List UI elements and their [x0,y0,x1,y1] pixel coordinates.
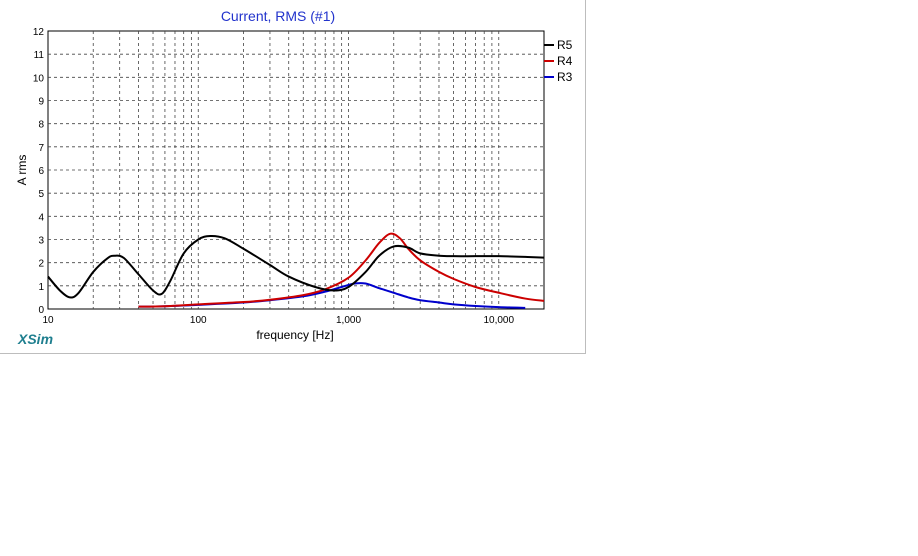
y-tick-label: 8 [38,120,44,131]
chart-panel: Current, RMS (#1) 0 1 2 3 4 5 6 7 8 9 10 11 12 10 100 1… [0,0,586,354]
x-tick-label: 10 [42,315,54,326]
x-tick-label: 10,000 [483,315,514,326]
x-axis-label: frequency [Hz] [256,328,333,342]
x-tick-label: 100 [190,315,207,326]
y-tick-label: 9 [38,97,44,108]
y-tick-label: 11 [34,50,45,61]
y-tick-label: 4 [38,212,44,223]
x-tick-label: 1,000 [336,315,361,326]
chart-title: Current, RMS (#1) [221,8,335,24]
y-tick-label: 6 [38,166,44,177]
y-tick-label: 5 [38,189,44,200]
xsim-brand-logo: XSim [18,331,54,347]
y-tick-label: 3 [38,236,44,247]
legend-label-r5: R5 [557,38,573,52]
y-tick-label: 2 [38,259,44,270]
y-tick-label: 10 [33,73,45,84]
legend-label-r4: R4 [557,54,573,68]
y-tick-label: 12 [33,27,45,38]
series-line-r4 [138,232,545,308]
y-tick-label: 0 [38,305,44,316]
y-tick-label: 7 [38,143,44,154]
series-layer [47,232,545,309]
legend: R5 R4 R3 [544,38,573,84]
y-axis-label: A rms [15,155,29,186]
y-tick-label: 1 [38,282,44,293]
legend-label-r3: R3 [557,70,573,84]
grid-layer [48,31,544,309]
series-line-r5 [47,234,545,299]
